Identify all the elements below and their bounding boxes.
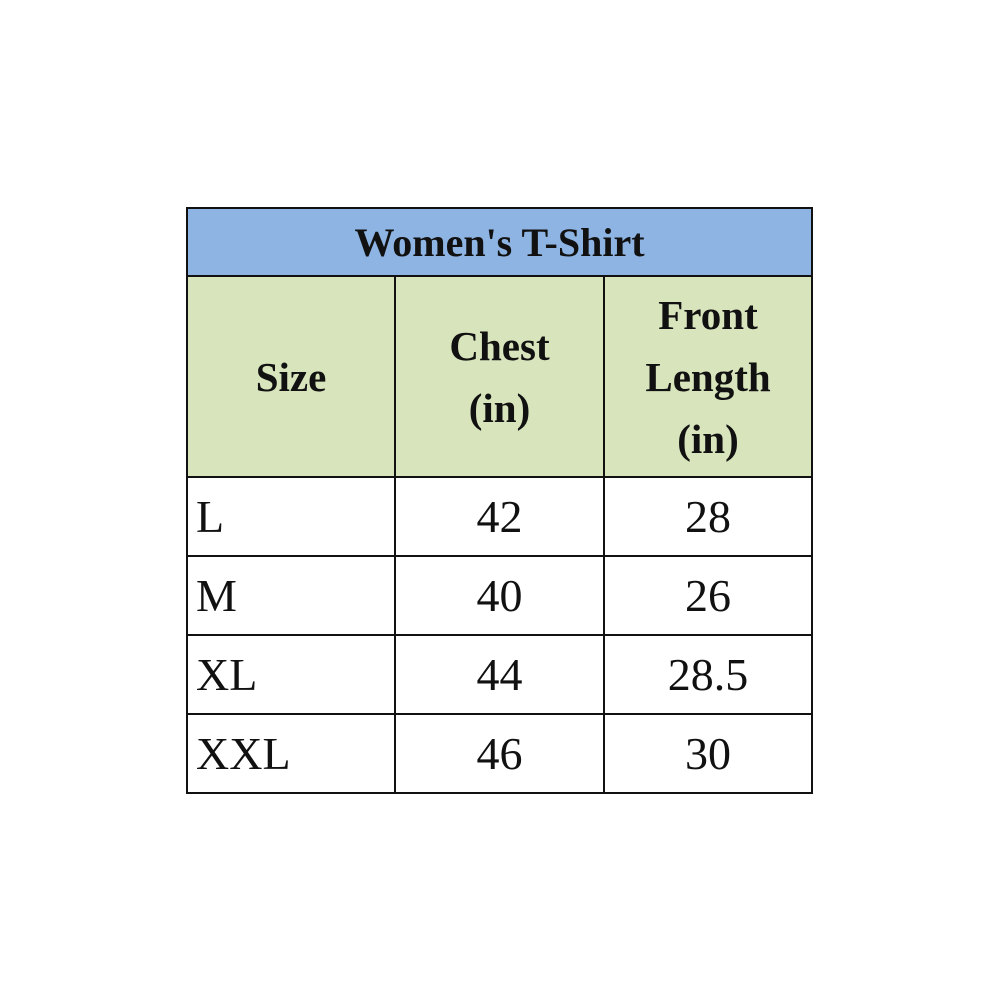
front-length-cell: 28.5	[603, 634, 813, 715]
chest-cell: 46	[394, 713, 605, 794]
front-length-cell: 30	[603, 713, 813, 794]
size-cell: XL	[186, 634, 396, 715]
size-cell: M	[186, 555, 396, 636]
size-chart-table: Women's T-Shirt Size Chest (in) Front Le…	[186, 207, 813, 794]
header-chest: Chest (in)	[394, 275, 605, 478]
header-front-length: Front Length (in)	[603, 275, 813, 478]
size-cell: L	[186, 476, 396, 557]
front-length-cell: 28	[603, 476, 813, 557]
front-length-cell: 26	[603, 555, 813, 636]
table-row: M 40 26	[186, 555, 813, 636]
chest-cell: 40	[394, 555, 605, 636]
chest-cell: 44	[394, 634, 605, 715]
table-title: Women's T-Shirt	[186, 207, 813, 277]
table-row: XL 44 28.5	[186, 634, 813, 715]
header-size: Size	[186, 275, 396, 478]
table-row: XXL 46 30	[186, 713, 813, 794]
size-cell: XXL	[186, 713, 396, 794]
table-row: L 42 28	[186, 476, 813, 557]
chest-cell: 42	[394, 476, 605, 557]
